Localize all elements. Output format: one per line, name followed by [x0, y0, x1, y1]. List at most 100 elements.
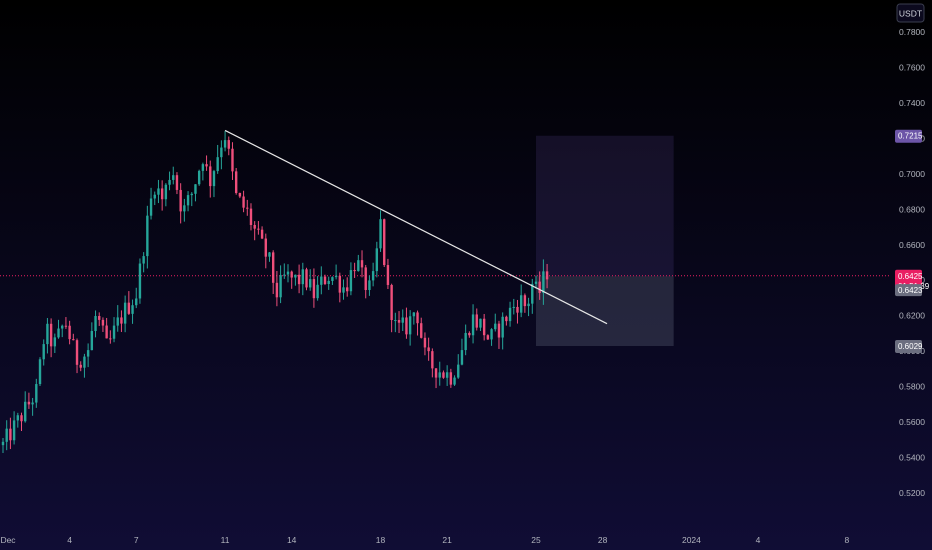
candle [220, 140, 223, 170]
candle [5, 420, 8, 451]
candle [38, 357, 42, 387]
candle [505, 315, 508, 326]
price-tick-label: 0.7800 [899, 27, 925, 37]
time-tick-label: 25 [531, 535, 541, 545]
candle [257, 221, 260, 235]
candle [286, 264, 290, 283]
candle [131, 299, 134, 324]
stop-zone[interactable] [535, 276, 674, 347]
candle [497, 320, 501, 349]
candle [386, 258, 390, 290]
candle [442, 370, 445, 379]
candle [268, 251, 271, 262]
candle [12, 411, 16, 445]
candle [445, 365, 449, 386]
candle [271, 250, 275, 294]
entry-price-badge-text: 0.6423 [898, 286, 923, 295]
price-tick-label: 0.7600 [899, 62, 925, 72]
candle [408, 310, 412, 346]
target-price-badge-text: 0.7215 [898, 132, 923, 141]
candle [431, 348, 434, 378]
trendline[interactable] [224, 129, 608, 325]
target-price-badge: 0.7215 [895, 129, 923, 143]
candle [305, 267, 308, 291]
candle [471, 304, 475, 344]
target-zone[interactable] [535, 135, 674, 277]
candle [112, 317, 116, 343]
candle [312, 268, 316, 308]
candle [146, 205, 149, 269]
candle [24, 391, 27, 423]
candle [327, 276, 330, 290]
candle [453, 375, 456, 386]
candle [168, 171, 171, 191]
candle [534, 275, 538, 289]
candle [519, 284, 523, 318]
candle [138, 258, 142, 304]
candle [123, 295, 127, 333]
candle [290, 270, 293, 289]
candle [160, 180, 164, 211]
candle [494, 313, 497, 332]
candle [527, 297, 530, 317]
candle [105, 317, 108, 339]
candle [475, 308, 478, 331]
candle [420, 317, 423, 339]
candle [364, 264, 367, 299]
price-tick-label: 0.5200 [899, 488, 925, 498]
candle [545, 263, 549, 289]
candle [346, 277, 349, 297]
candle [246, 199, 249, 216]
candle [479, 318, 482, 331]
time-tick-label: 4 [67, 535, 72, 545]
candle [294, 274, 297, 286]
price-tick-label: 0.6600 [899, 240, 925, 250]
candle [98, 312, 101, 326]
stop-price-badge-text: 0.6029 [898, 342, 923, 351]
price-tick-label: 0.7400 [899, 98, 925, 108]
candle [427, 337, 430, 361]
candle [309, 269, 312, 291]
candle [249, 203, 253, 231]
time-axis[interactable]: Dec 4 7 11 14 18 21 25 28 2024 4 8 [0, 535, 849, 545]
price-tick-label: 0.7000 [899, 169, 925, 179]
price-tick-label: 0.6200 [899, 311, 925, 321]
candle [379, 210, 382, 252]
time-tick-label: 14 [287, 535, 297, 545]
candle [179, 183, 182, 224]
candle [508, 301, 512, 327]
candle [283, 263, 286, 279]
candle [449, 368, 453, 388]
candle [194, 184, 197, 202]
candle [468, 331, 471, 338]
candle [342, 279, 345, 300]
candle [301, 262, 305, 296]
price-tick-label: 0.5400 [899, 453, 925, 463]
price-tick-label: 0.5800 [899, 382, 925, 392]
candle [368, 275, 371, 296]
candle [375, 241, 379, 278]
last-price-badge-text: 0.6425 [898, 272, 923, 281]
candle [434, 368, 438, 389]
candle [423, 332, 427, 356]
candle [464, 324, 467, 356]
candle [183, 198, 186, 222]
candle [83, 353, 86, 378]
candle [72, 333, 75, 341]
stop-price-badge: 0.6029 [895, 340, 923, 354]
candle [501, 312, 504, 350]
candle [42, 339, 45, 366]
currency-button[interactable]: USDT [896, 3, 925, 23]
candle [223, 130, 227, 152]
candle [57, 319, 60, 339]
candle [9, 417, 12, 450]
time-tick-label: 8 [845, 535, 850, 545]
candle [109, 330, 112, 344]
candle [297, 264, 301, 294]
time-tick-label: 2024 [682, 535, 701, 545]
candle [260, 226, 264, 240]
candle [209, 160, 212, 198]
candle [231, 142, 234, 180]
